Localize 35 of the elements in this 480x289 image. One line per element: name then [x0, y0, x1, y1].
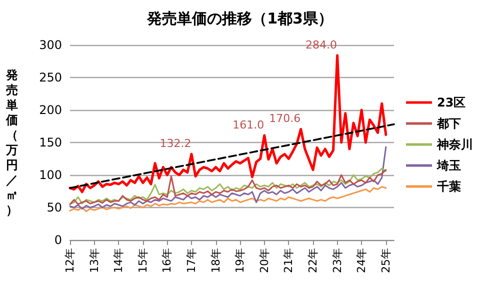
data-label: 284.0 [306, 38, 338, 52]
x-tick-label: 17年 [185, 248, 198, 273]
data-label: 161.0 [232, 118, 264, 132]
y-tick-label: 0 [54, 233, 62, 247]
y-tick-label: 100 [39, 168, 62, 182]
y-tick-label: 300 [39, 38, 62, 52]
x-tick-label: 18年 [209, 248, 222, 273]
legend-label: 神奈川 [436, 138, 473, 152]
x-tick-label: 19年 [234, 248, 247, 273]
x-tick-label: 12年 [64, 248, 76, 273]
y-tick-label: 150 [39, 136, 62, 150]
x-tick-label: 21年 [282, 248, 296, 273]
x-tick-label: 14年 [112, 248, 126, 273]
x-tick-label: 25年 [379, 248, 392, 273]
x-tick-label: 22年 [306, 248, 320, 273]
legend-label: 都下 [436, 116, 461, 130]
y-tick-label: 200 [39, 103, 62, 117]
legend-label: 埼玉 [436, 158, 461, 172]
data-label: 132.2 [160, 137, 192, 150]
line-series [69, 146, 387, 210]
text: 発売単価（万円／㎡） [6, 68, 18, 217]
x-tick-label: 20年 [258, 248, 271, 273]
x-tick-label: 23年 [330, 248, 344, 273]
legend-label: 千葉 [436, 180, 461, 194]
line-series [68, 54, 388, 194]
x-tick-label: 16年 [160, 248, 174, 273]
data-label: 170.6 [269, 112, 301, 126]
x-tick-label: 13年 [88, 248, 101, 273]
y-tick-label: 250 [39, 70, 62, 84]
y-tick-label: 50 [46, 200, 62, 214]
x-tick-label: 15年 [136, 248, 150, 273]
line-series [69, 186, 387, 212]
legend-label: 23区 [437, 96, 466, 110]
x-tick-label: 24年 [355, 248, 368, 273]
chart-title: 発売単価の推移（1都3県） [146, 10, 333, 28]
